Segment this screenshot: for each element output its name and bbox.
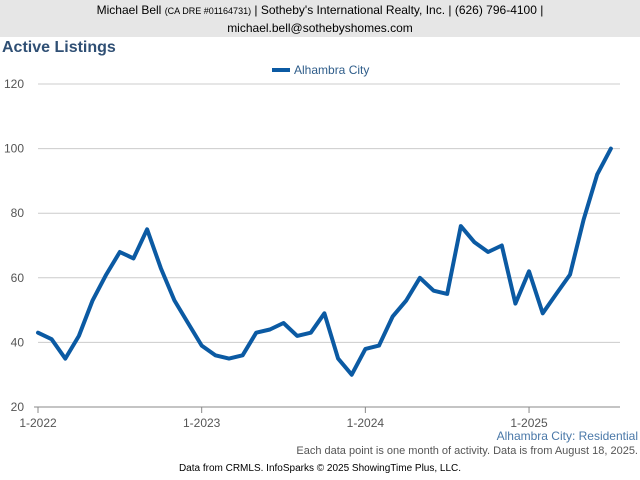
data-note: Each data point is one month of activity… [296,445,638,457]
y-tick-label: 80 [11,206,25,220]
series-line [36,146,613,377]
y-tick-label: 40 [11,335,25,349]
agent-line-1: Michael Bell (CA DRE #01164731) | Sotheb… [0,2,640,20]
agent-header: Michael Bell (CA DRE #01164731) | Sotheb… [0,0,640,37]
x-tick-label: 1-2025 [510,416,548,430]
x-tick-label: 1-2023 [183,416,221,430]
y-tick-label: 120 [4,77,24,91]
y-tick-label: 20 [11,400,25,414]
legend-label: Alhambra City [294,63,369,77]
footer-credit: Data from CRMLS. InfoSparks © 2025 Showi… [178,463,462,474]
agent-name: Michael Bell [96,3,162,17]
x-tick-label: 1-2024 [347,416,385,430]
agent-license: (CA DRE #01164731) [164,6,252,16]
y-tick-label: 100 [4,142,24,156]
chart-subtitle: Alhambra City: Residential [496,429,638,443]
x-tick-label: 1-2022 [19,416,57,430]
page-title: Active Listings [2,39,116,56]
y-tick-label: 60 [11,271,25,285]
agent-company-phone: | Sotheby's International Realty, Inc. |… [254,3,544,17]
agent-email[interactable]: michael.bell@sothebyshomes.com [227,21,413,35]
